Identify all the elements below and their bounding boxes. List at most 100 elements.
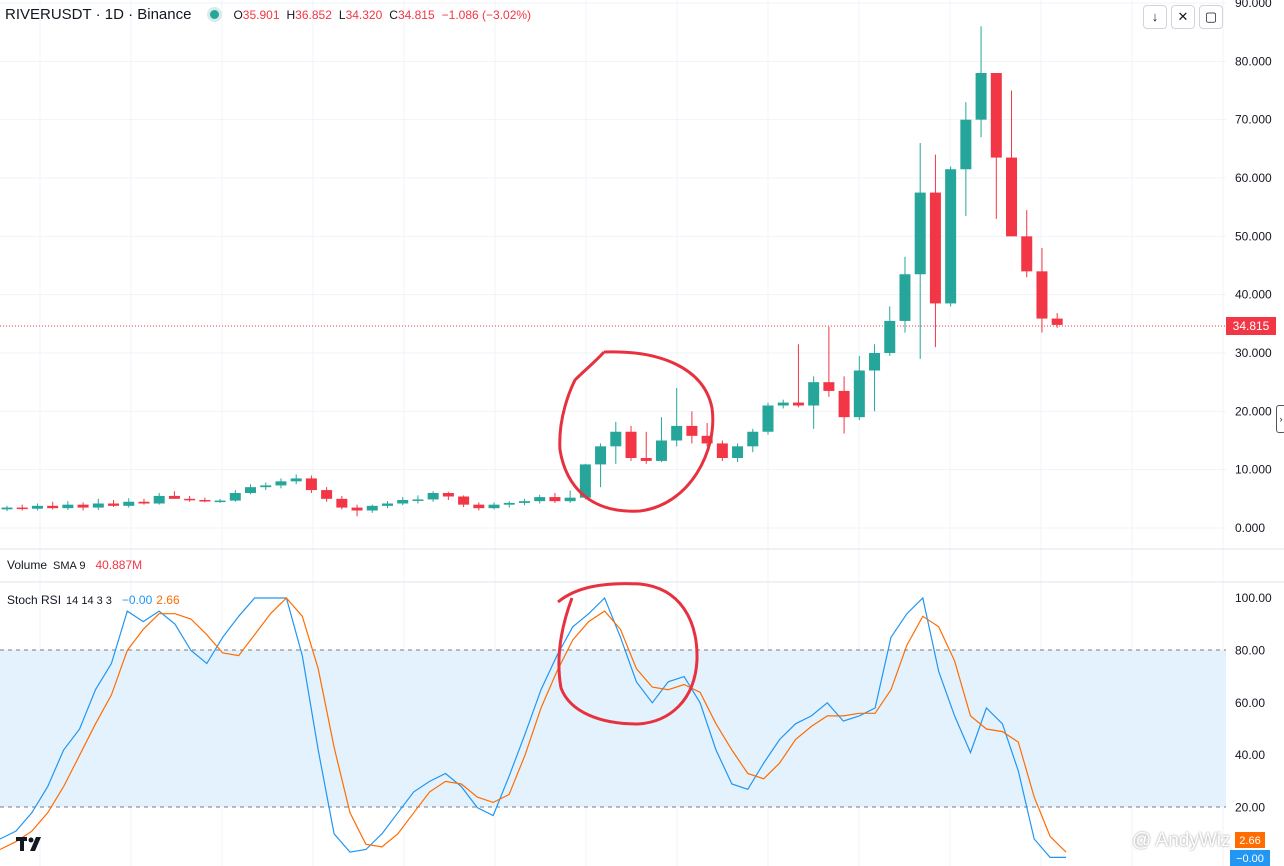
candle: [1036, 248, 1048, 333]
candle-body: [1051, 318, 1063, 325]
candle-body: [701, 435, 713, 444]
candle: [108, 500, 120, 507]
price-tick-label: 30.000: [1235, 346, 1272, 360]
candle-body: [245, 487, 257, 493]
stoch-rsi-band: [0, 650, 1226, 807]
candle: [655, 417, 667, 463]
candle-body: [808, 382, 820, 406]
candle-body: [336, 498, 348, 508]
price-tick-label: 0.000: [1235, 521, 1265, 535]
candle-body: [686, 425, 698, 436]
arrow-down-icon[interactable]: ↓: [1143, 5, 1167, 29]
stoch-rsi-axis: 100.00 80.00 60.00 40.00 20.00: [1235, 591, 1272, 815]
candle: [366, 504, 378, 513]
price-axis: 90.000 80.000 70.000 60.000 50.000 40.000 30.0…: [1235, 0, 1272, 535]
candle-body: [747, 431, 759, 447]
candle: [564, 490, 576, 503]
stoch-rsi-params: 14 14 3 3: [66, 595, 112, 607]
candle-body: [960, 119, 972, 170]
candle-body: [260, 485, 272, 488]
candle-body: [671, 425, 683, 441]
candle: [534, 494, 546, 504]
price-tick-label: 40.000: [1235, 288, 1272, 302]
candle: [1006, 90, 1018, 237]
candle-body: [168, 495, 180, 499]
volume-legend[interactable]: Volume SMA 9 40.887M: [7, 558, 142, 572]
ohlc-low: L34.320: [338, 7, 383, 22]
candle: [123, 498, 135, 508]
candle: [1, 505, 13, 512]
stoch-rsi-k-value: −0.00: [121, 593, 153, 607]
candle: [397, 497, 409, 506]
watermark: @ AndyWiz: [1132, 830, 1231, 851]
market-status-icon: [210, 10, 220, 19]
last-price-label-bg: [1226, 317, 1276, 335]
candle: [701, 423, 713, 447]
candle-body: [640, 458, 652, 461]
collapse-icon[interactable]: ✕: [1171, 5, 1195, 29]
stoch-rsi-legend[interactable]: Stoch RSI 14 14 3 3 −0.00 2.66: [7, 593, 180, 607]
symbol-title[interactable]: RIVERUSDT · 1D · Binance: [5, 6, 192, 23]
candle-body: [290, 478, 302, 482]
candle: [975, 26, 987, 138]
candle: [153, 493, 165, 505]
candle: [899, 256, 911, 333]
candle-body: [123, 501, 135, 506]
candle: [473, 502, 485, 511]
candle: [945, 166, 957, 307]
candle: [47, 501, 59, 510]
candle: [260, 482, 272, 491]
candle-body: [899, 274, 911, 321]
candle-body: [945, 169, 957, 304]
candle-body: [153, 495, 165, 504]
candle: [184, 495, 196, 502]
candle: [458, 495, 470, 507]
price-tick-label: 20.000: [1235, 404, 1272, 418]
candle: [245, 484, 257, 495]
candle-body: [518, 501, 530, 503]
candle-body: [655, 440, 667, 461]
candle: [549, 493, 561, 503]
candle: [275, 478, 287, 489]
candle-body: [1021, 236, 1033, 272]
candle-body: [579, 464, 591, 498]
candle: [1051, 313, 1063, 328]
candle-body: [366, 505, 378, 511]
candle-body: [884, 320, 896, 353]
candle: [427, 491, 439, 502]
candle-body: [777, 402, 789, 406]
candle-body: [914, 192, 926, 275]
candle-body: [488, 504, 500, 509]
tradingview-logo-icon[interactable]: [16, 834, 42, 856]
candle-body: [47, 505, 59, 509]
price-tick-label: 90.000: [1235, 0, 1272, 10]
candle-body: [305, 478, 317, 491]
price-tick-label: 70.000: [1235, 113, 1272, 127]
stoch-rsi-k-line: [0, 596, 1066, 859]
candle: [503, 501, 515, 508]
candle: [214, 498, 226, 503]
candle: [336, 495, 348, 510]
candle-body: [869, 353, 881, 371]
candle-body: [975, 73, 987, 120]
candle: [808, 376, 820, 429]
stoch-rsi-tick-label: 100.00: [1235, 591, 1272, 605]
scale-handle-icon[interactable]: ›: [1276, 405, 1284, 433]
candle: [838, 376, 850, 434]
candle-body: [275, 481, 287, 486]
ohlc-open: O35.901: [233, 7, 280, 22]
annotation-circle-rsi: [557, 582, 699, 726]
candle-body: [16, 507, 28, 510]
candle: [412, 495, 424, 504]
candle: [305, 475, 317, 493]
candle-body: [762, 405, 774, 432]
fullscreen-icon[interactable]: ▢: [1199, 5, 1223, 29]
candle: [686, 411, 698, 444]
stoch-rsi-tick-label: 80.00: [1235, 643, 1265, 657]
candle: [488, 502, 500, 510]
candle: [777, 399, 789, 409]
candle: [823, 326, 835, 397]
candle-body: [382, 503, 393, 506]
candle-body: [595, 446, 607, 465]
